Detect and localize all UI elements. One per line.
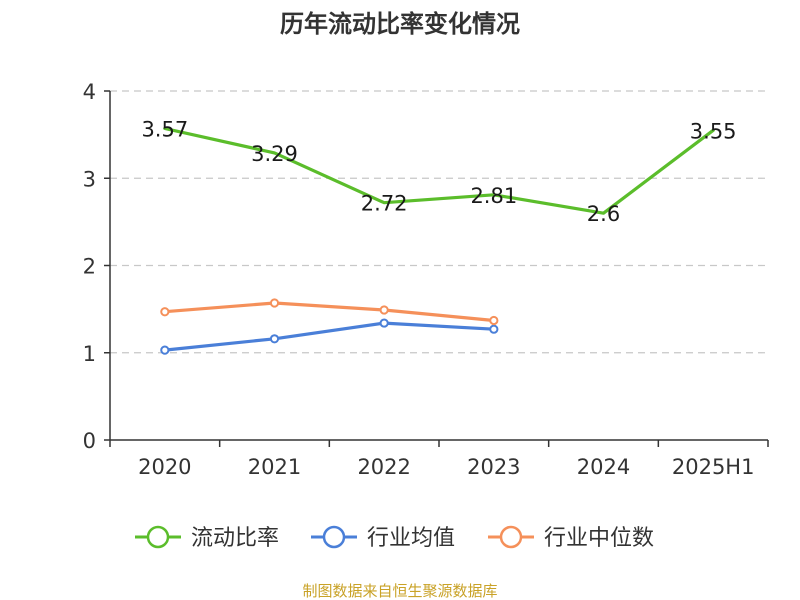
chart-title: 历年流动比率变化情况 [280, 10, 520, 38]
legend-marker [146, 525, 170, 549]
y-tick-label: 4 [83, 80, 96, 104]
series-line [163, 126, 715, 215]
y-tick-label: 1 [83, 342, 96, 366]
data-point [489, 315, 499, 326]
series-lines [160, 126, 715, 355]
data-labels: 3.57 3.29 2.72 2.81 2.6 3.55 [141, 118, 736, 227]
data-point [160, 345, 170, 355]
data-point [269, 298, 280, 308]
data-point [379, 318, 389, 328]
x-tick-label: 2023 [467, 455, 520, 479]
legend-marker [322, 525, 346, 549]
y-tick-label: 3 [83, 167, 96, 191]
data-label: 2.81 [470, 184, 517, 208]
legend-label: 行业均值 [367, 526, 455, 551]
data-point [160, 307, 170, 317]
data-label: 3.29 [251, 142, 298, 166]
legend-label: 行业中位数 [544, 526, 654, 551]
data-label: 2.72 [361, 192, 408, 216]
y-tick-label: 2 [83, 255, 96, 279]
data-point [489, 324, 499, 334]
series-line [163, 301, 496, 323]
y-tick-label: 0 [83, 429, 96, 453]
data-label: 2.6 [587, 202, 620, 226]
data-label: 3.57 [141, 118, 188, 142]
source-note: 制图数据来自恒生聚源数据库 [302, 582, 497, 600]
x-tick-label: 2025H1 [672, 455, 755, 479]
x-tick-label: 2020 [138, 455, 191, 479]
legend[interactable]: 流动比率 行业均值 行业中位数 [135, 525, 654, 551]
data-point [379, 305, 389, 315]
series-line [163, 321, 496, 352]
grid-lines [110, 90, 768, 354]
x-tick-label: 2024 [577, 455, 630, 479]
legend-label: 流动比率 [191, 526, 279, 551]
x-tick-label: 2021 [248, 455, 301, 479]
data-label: 3.55 [690, 119, 737, 143]
legend-item[interactable]: 流动比率 [135, 525, 279, 551]
legend-marker [499, 525, 523, 549]
x-tick-label: 2022 [357, 455, 410, 479]
legend-item[interactable]: 行业中位数 [488, 525, 654, 551]
legend-item[interactable]: 行业均值 [311, 525, 455, 551]
data-point [269, 334, 280, 344]
axes: 0 1 2 3 4 2020 2021 2022 2023 2024 2025H1 [83, 80, 769, 479]
